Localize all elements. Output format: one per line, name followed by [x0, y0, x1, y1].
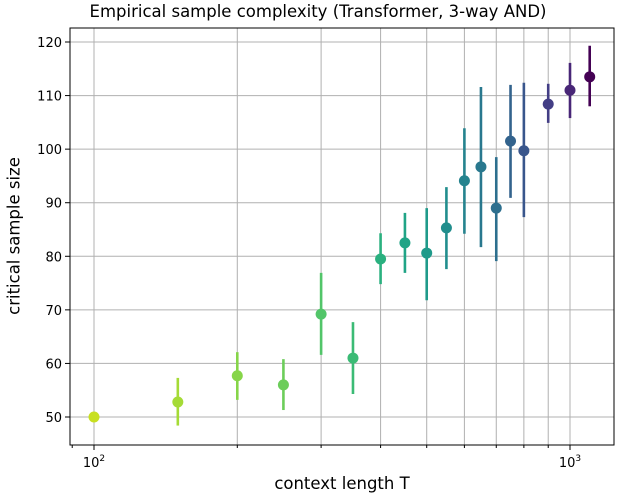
y-tick-label: 50: [45, 411, 62, 426]
data-point: [347, 322, 359, 394]
point-marker: [375, 253, 387, 265]
data-point: [490, 157, 502, 262]
point-marker: [315, 308, 327, 320]
y-tick-label: 70: [45, 304, 62, 319]
x-axis-label: context length T: [274, 474, 410, 493]
data-point: [542, 83, 554, 123]
y-tick-label: 110: [37, 90, 62, 105]
axes-frame: [69, 27, 615, 446]
point-marker: [421, 247, 433, 259]
point-marker: [277, 379, 289, 391]
data-point: [475, 87, 487, 248]
y-tick-label: 120: [37, 36, 62, 51]
x-tick-label: 102: [83, 454, 105, 471]
y-tick-label: 60: [45, 357, 62, 372]
point-marker: [458, 175, 470, 187]
point-marker: [399, 237, 411, 249]
data-point: [315, 272, 327, 355]
data-point: [399, 212, 411, 273]
axis-ticks: 50 60 70 80 90 100 110 120 102 103: [37, 36, 581, 471]
y-tick-label: 80: [45, 250, 62, 265]
data-point: [421, 208, 433, 301]
point-marker: [347, 352, 359, 364]
data-point: [88, 411, 100, 423]
data-point: [564, 62, 576, 119]
point-marker: [542, 98, 554, 110]
y-tick-label: 90: [45, 197, 62, 212]
point-marker: [231, 370, 243, 382]
data-point: [584, 45, 596, 107]
data-point: [440, 187, 452, 270]
chart-title: Empirical sample complexity (Transformer…: [89, 2, 547, 21]
data-series: [88, 45, 596, 426]
data-point: [375, 233, 387, 285]
data-point: [505, 84, 517, 198]
point-marker: [518, 145, 530, 157]
data-point: [458, 128, 470, 234]
data-point: [231, 352, 243, 400]
point-marker: [475, 161, 487, 173]
y-tick-label: 100: [37, 143, 62, 158]
point-marker: [490, 202, 502, 214]
x-tick-label: 103: [559, 454, 581, 471]
point-marker: [564, 84, 576, 96]
point-marker: [584, 71, 596, 83]
data-point: [518, 82, 530, 218]
point-marker: [440, 222, 452, 234]
data-point: [172, 377, 184, 426]
point-marker: [88, 411, 100, 423]
point-marker: [172, 396, 184, 408]
point-marker: [505, 135, 517, 147]
data-point: [277, 359, 289, 411]
grid-lines: [70, 28, 614, 445]
